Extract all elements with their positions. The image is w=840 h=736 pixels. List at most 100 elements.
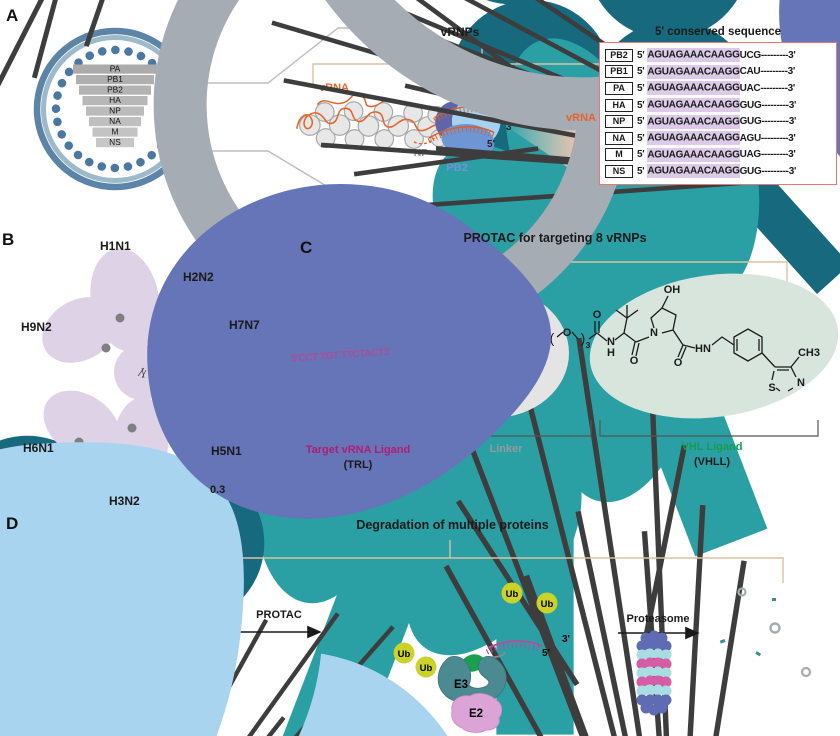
prefix: 5': [637, 99, 645, 111]
tree-label-h6n1: H6N1: [23, 441, 54, 455]
tree-label-h1n1: H1N1: [100, 239, 131, 253]
segment-tag: M: [605, 148, 633, 162]
prefix: 5': [637, 165, 645, 177]
conserved-core: AGUAGAAACAAGG: [647, 98, 740, 113]
degradation-title: Degradation of multiple proteins: [356, 518, 549, 532]
prefix: 5': [637, 149, 645, 161]
vrnps-title: vRNPs: [440, 25, 480, 39]
tree-label-h5n1: H5N1: [211, 444, 242, 458]
table-row: PA 5' AGUAGAAACAAGGUAC---------3': [605, 80, 836, 97]
prefix: 5': [637, 66, 645, 78]
five-prime-label: 5': [542, 648, 550, 659]
conserved-core: AGUAGAAACAAGG: [647, 147, 740, 162]
five-prime-label: 5': [487, 139, 495, 150]
segment-label: PA: [110, 64, 121, 74]
segment-label: HA: [109, 95, 121, 105]
magnify-callout-lines: [196, 27, 364, 194]
tree-label-h2n2: H2N2: [183, 270, 214, 284]
e2-enzyme-blob: [451, 693, 503, 733]
paren-open: (: [550, 330, 555, 346]
atom-n: N: [650, 327, 658, 339]
sequence-tail: GUG---------3': [739, 99, 797, 111]
tree-scale-value: 0.3: [210, 484, 226, 496]
segment-tag: PA: [605, 81, 633, 95]
conserved-core: AGUAGAAACAAGG: [647, 114, 740, 129]
e3-label: E3: [454, 679, 468, 691]
segment-tag: NS: [605, 164, 633, 178]
sequence-tail: AGU---------3': [739, 132, 796, 144]
atom-ch3: CH3: [798, 347, 820, 359]
conserved-core: AGUAGAAACAAGG: [647, 81, 740, 96]
tree-label-h7n7: H7N7: [229, 318, 260, 332]
conserved-core: AGUAGAAACAAGG: [647, 64, 740, 79]
pb2-label: PB2: [446, 162, 467, 174]
table-row: PB2 5' AGUAGAAACAAGGUCG---------3': [605, 47, 836, 64]
table-row: PB1 5' AGUAGAAACAAGGCAU---------3': [605, 64, 836, 81]
segment-tag: NA: [605, 131, 633, 145]
e2-label: E2: [469, 708, 483, 720]
trl-name: Target vRNA Ligand: [305, 444, 411, 456]
sequence-tail: UCG---------3': [739, 49, 796, 61]
atom-n: N: [797, 377, 805, 389]
table-row: NA 5' AGUAGAAACAAGGAGU---------3': [605, 130, 836, 147]
linker-name: Linker: [489, 443, 523, 455]
table-row: NP 5' AGUAGAAACAAGGGUG---------3': [605, 113, 836, 130]
segment-label: NA: [109, 116, 121, 126]
panel-label-d: D: [6, 514, 19, 533]
atom-o: O: [593, 309, 602, 321]
atom-o: O: [674, 357, 683, 369]
segment-label: PB1: [107, 74, 123, 84]
atom-o: O: [563, 327, 572, 339]
segment-label: NP: [109, 106, 121, 116]
panel-label-a: A: [6, 6, 19, 25]
panel-label-b: B: [2, 230, 15, 249]
atom-n: N: [607, 336, 615, 348]
segment-label: NS: [109, 137, 121, 147]
segment-tag: PB1: [605, 65, 633, 79]
atom-h: H: [607, 347, 615, 359]
sequence-tail: GUG---------3': [739, 116, 797, 128]
segment-tag: HA: [605, 98, 633, 112]
virion-segments: PA PB1 PB2 HA NP NA M NS: [73, 64, 157, 148]
conserved-core: AGUAGAAACAAGG: [647, 131, 740, 146]
conserved-core: AGUAGAAACAAGG: [647, 164, 740, 179]
sequence-tail: GUG---------3': [739, 165, 797, 177]
tree-label-h9n2: H9N2: [21, 320, 52, 334]
atom-oh: OH: [664, 284, 681, 296]
panel-label-c: C: [300, 238, 313, 257]
table-row: HA 5' AGUAGAAACAAGGGUG---------3': [605, 97, 836, 114]
tree-label-h3n2: H3N2: [109, 494, 140, 508]
segment-label: M: [112, 127, 119, 137]
ub-label: Ub: [398, 649, 411, 660]
proteasome-arrow-label: Proteasome: [626, 613, 690, 625]
sequence-table-frame: PB2 5' AGUAGAAACAAGGUCG---------3' PB1 5' AG…: [599, 42, 837, 185]
ub-label: Ub: [420, 663, 433, 674]
ub-label: Ub: [541, 599, 554, 610]
vhll-name: VHL Ligand: [681, 441, 743, 453]
proteasome-barrel: [636, 630, 672, 716]
segment-label: PB2: [107, 85, 123, 95]
trl-abbr: (TRL): [343, 459, 373, 471]
vhl-ellipse: [589, 273, 839, 419]
sequence-tail: UAC---------3': [739, 82, 796, 94]
protac-title: PROTAC for targeting 8 vRNPs: [463, 231, 647, 245]
peg-subscript: 3: [586, 340, 591, 350]
atom-hn: HN: [695, 343, 711, 355]
prefix: 5': [637, 82, 645, 94]
ub-label: Ub: [506, 589, 519, 600]
segment-tag: NP: [605, 115, 633, 129]
atom-s: S: [768, 382, 775, 394]
sequence-table-title: 5' conserved sequence: [654, 26, 782, 38]
prefix: 5': [637, 132, 645, 144]
sequence-tail: CAU---------3': [739, 66, 796, 78]
vrna-table-label: vRNA: [566, 112, 596, 124]
conserved-sequence-table: 5' conserved sequence PB2 5' AGUAGAAACAAGG…: [599, 26, 837, 185]
protac-arrow-label: PROTAC: [256, 609, 302, 621]
vhll-abbr: (VHLL): [693, 456, 731, 468]
prefix: 5': [637, 116, 645, 128]
